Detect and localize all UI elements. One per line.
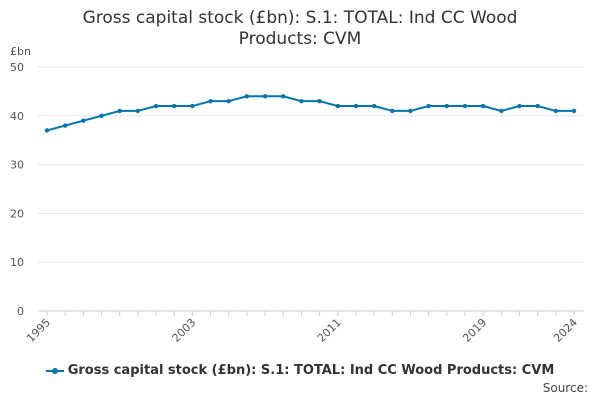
data-point [81, 118, 86, 123]
data-point [371, 103, 377, 109]
y-tick-label: 30 [10, 159, 24, 172]
series-line-0 [46, 95, 574, 132]
y-tick-label: 40 [10, 110, 24, 123]
chart-title-line-1: Gross capital stock (£bn): S.1: TOTAL: I… [82, 8, 518, 28]
data-point [244, 94, 250, 99]
y-tick-label: 0 [17, 305, 24, 318]
data-point [335, 103, 340, 109]
y-tick-label: 50 [10, 61, 24, 74]
data-point [426, 103, 431, 109]
data-point [571, 108, 577, 114]
data-point [408, 108, 413, 114]
data-point [480, 103, 486, 109]
data-point [262, 94, 268, 99]
data-point [62, 123, 68, 128]
legend-label: Gross capital stock (£bn): S.1: TOTAL: I… [67, 363, 555, 378]
x-tick-label: 2024 [551, 316, 580, 345]
data-point [172, 103, 177, 109]
data-point [44, 128, 50, 133]
data-point [553, 108, 559, 114]
data-point [390, 108, 395, 114]
data-point [444, 103, 449, 109]
data-point [462, 103, 468, 109]
chart-title-line-2: Products: CVM [238, 29, 362, 49]
legend[interactable]: Gross capital stock (£bn): S.1: TOTAL: I… [0, 363, 600, 378]
data-point [135, 108, 141, 114]
x-tick-label: 1995 [24, 316, 53, 345]
y-tick-label: 20 [10, 207, 24, 220]
legend-line-marker-icon [45, 366, 64, 376]
data-point [190, 103, 195, 109]
data-point [499, 108, 504, 114]
data-point [226, 98, 231, 104]
data-point [299, 98, 304, 104]
data-point [208, 98, 213, 104]
y-tick-label: 10 [10, 256, 24, 269]
data-point [281, 94, 286, 99]
data-point [535, 103, 540, 109]
data-point [517, 103, 522, 109]
chart-title: Gross capital stock (£bn): S.1: TOTAL: I… [0, 8, 600, 50]
x-tick-label: 2011 [315, 316, 344, 345]
y-axis-unit-label: £bn [10, 45, 31, 58]
source-label: Source: [542, 381, 588, 395]
data-point [153, 103, 159, 109]
data-point [117, 108, 122, 114]
x-tick-label: 2003 [170, 316, 199, 345]
data-point [353, 103, 359, 109]
data-point [317, 98, 322, 104]
x-tick-label: 2019 [460, 316, 489, 345]
data-point [99, 113, 104, 119]
